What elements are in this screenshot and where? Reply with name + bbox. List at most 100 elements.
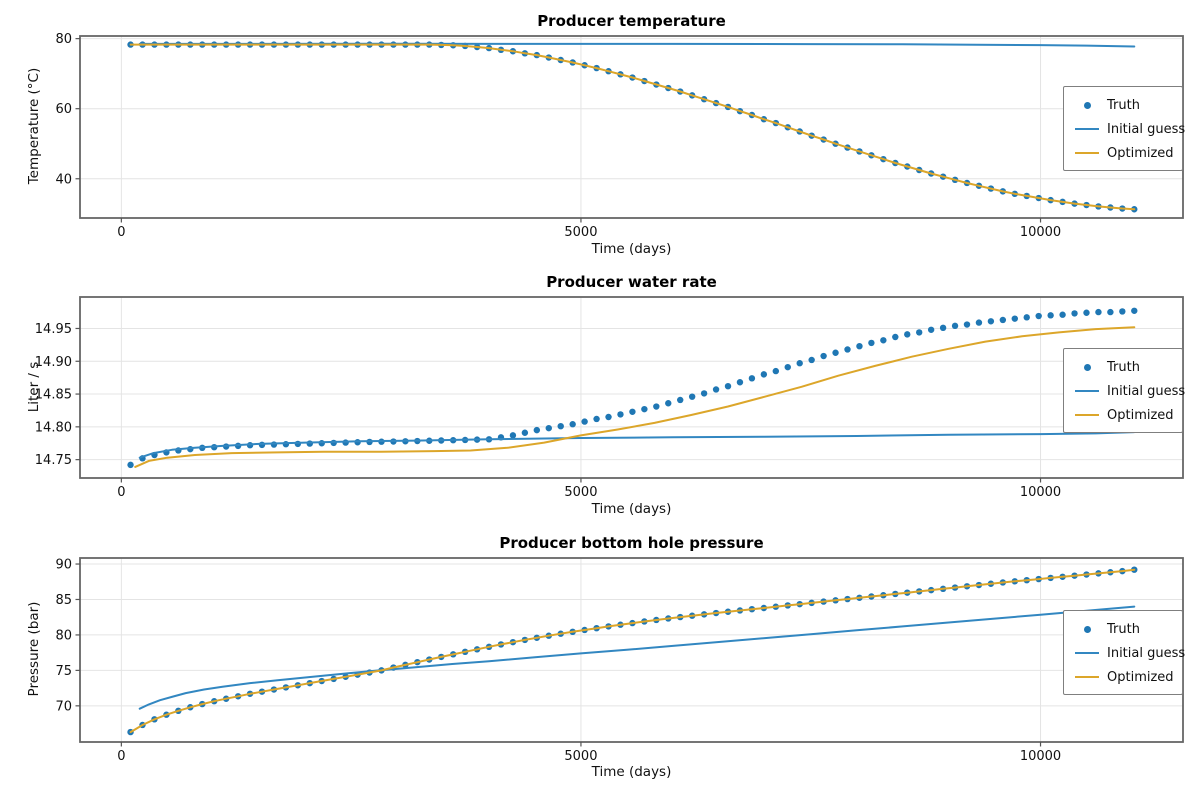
legend-label: Initial guess (1107, 645, 1186, 661)
truth-data-dot (1083, 309, 1090, 316)
truth-data-dot (688, 393, 696, 400)
truth-data-dot (509, 432, 517, 439)
truth-data-dot (712, 386, 720, 393)
truth-data-dot (1119, 308, 1126, 315)
y-axis-label-pressure: Pressure (bar) (26, 601, 42, 697)
truth-data-dot (760, 371, 768, 378)
legend-label: Initial guess (1107, 121, 1186, 137)
truth-data-dot (521, 429, 529, 436)
legend-water-rate: Truth Initial guess Optimized (1063, 348, 1185, 433)
legend-item-initial-guess: Initial guess (1074, 379, 1185, 403)
x-axis-label-water-rate: Time (days) (591, 501, 672, 517)
truth-data-dot (808, 356, 815, 364)
initial-guess-line-icon (1074, 652, 1100, 654)
truth-data-dot (127, 461, 134, 469)
optimized-line-icon (1074, 414, 1100, 416)
truth-data-dot (677, 396, 684, 404)
truth-dot-icon (1074, 625, 1100, 633)
y-tick-label: 90 (55, 558, 72, 573)
axes-spines (79, 296, 1184, 479)
truth-data-dot (772, 367, 780, 375)
truth-data-dot (927, 326, 935, 333)
truth-data-dot (593, 415, 600, 423)
truth-data-dot (1023, 314, 1030, 321)
initial-guess-line-icon (1074, 390, 1100, 392)
initial-guess-line (138, 42, 1136, 48)
truth-data-dot (653, 403, 660, 410)
truth-dot-icon (1074, 101, 1100, 109)
legend-label: Optimized (1107, 669, 1174, 685)
x-tick-label: 5000 (564, 485, 597, 500)
x-tick-label: 5000 (564, 225, 597, 240)
truth-data-dot (629, 408, 636, 415)
legend-label: Optimized (1107, 145, 1174, 161)
truth-data-dot (724, 382, 732, 390)
legend-pressure: Truth Initial guess Optimized (1063, 610, 1185, 695)
truth-data-dot (641, 405, 648, 413)
truth-data-dot (533, 426, 541, 434)
truth-data-dot (1071, 310, 1078, 317)
y-tick-label: 14.85 (35, 388, 72, 403)
optimized-line-icon (1074, 676, 1100, 678)
truth-data-dot (665, 400, 672, 407)
chart-title-water-rate: Producer water rate (546, 273, 717, 291)
truth-data-dot (545, 424, 552, 432)
y-tick-label: 80 (55, 32, 72, 47)
truth-data-dot (294, 440, 302, 448)
truth-data-dot (605, 413, 612, 421)
x-tick-label: 10000 (1020, 485, 1061, 500)
y-tick-label: 85 (55, 593, 72, 608)
legend-item-initial-guess: Initial guess (1074, 641, 1185, 665)
legend-label: Optimized (1107, 407, 1174, 423)
legend-label: Truth (1107, 621, 1140, 637)
truth-data-dot (832, 349, 839, 356)
truth-data-dot (1107, 308, 1114, 316)
y-tick-label: 40 (55, 172, 72, 187)
truth-data-dot (939, 324, 947, 332)
y-tick-label: 60 (55, 102, 72, 117)
y-tick-label: 80 (55, 628, 72, 643)
x-axis-label-temperature: Time (days) (591, 241, 672, 257)
truth-data-dot (784, 363, 791, 371)
legend-item-truth: Truth (1074, 355, 1178, 379)
optimized-line-icon (1074, 152, 1100, 154)
truth-data-dot (700, 390, 708, 397)
truth-data-dot (1035, 312, 1042, 320)
truth-data-dot (904, 331, 911, 338)
legend-item-truth: Truth (1074, 93, 1178, 117)
x-axis-label-pressure: Time (days) (591, 764, 672, 780)
truth-data-dot (856, 342, 863, 350)
x-tick-label: 5000 (564, 749, 597, 764)
truth-data-dot (963, 321, 971, 328)
axes-spines (79, 35, 1184, 219)
legend-item-optimized: Optimized (1074, 141, 1178, 165)
initial-guess-line (138, 431, 1136, 459)
y-axis-label-temperature: Temperature (°C) (26, 67, 42, 185)
truth-data-dot (1059, 311, 1066, 318)
y-tick-label: 70 (55, 699, 72, 714)
y-tick-label: 14.75 (35, 453, 72, 468)
truth-data-dot (999, 316, 1007, 324)
truth-dot-icon (1074, 363, 1100, 371)
truth-data-dot (617, 411, 624, 418)
chart-title-temperature: Producer temperature (537, 12, 726, 30)
truth-data-dot (951, 322, 959, 330)
y-tick-label: 14.90 (35, 355, 72, 370)
truth-data-dot (1047, 312, 1054, 319)
truth-data-dot (820, 352, 827, 360)
optimized-line (134, 326, 1136, 468)
truth-data-dot (270, 441, 278, 448)
x-tick-label: 10000 (1020, 749, 1061, 764)
truth-data-dot (796, 360, 803, 367)
truth-data-dot (557, 422, 564, 430)
legend-temperature: Truth Initial guess Optimized (1063, 86, 1186, 171)
x-tick-label: 10000 (1020, 225, 1061, 240)
initial-guess-line-icon (1074, 128, 1100, 130)
truth-data-dot (282, 441, 290, 448)
legend-label: Truth (1107, 97, 1140, 113)
y-tick-label: 75 (55, 664, 72, 679)
truth-data-dot (868, 339, 875, 347)
x-tick-label: 0 (117, 485, 125, 500)
truth-data-dot (1011, 315, 1018, 322)
